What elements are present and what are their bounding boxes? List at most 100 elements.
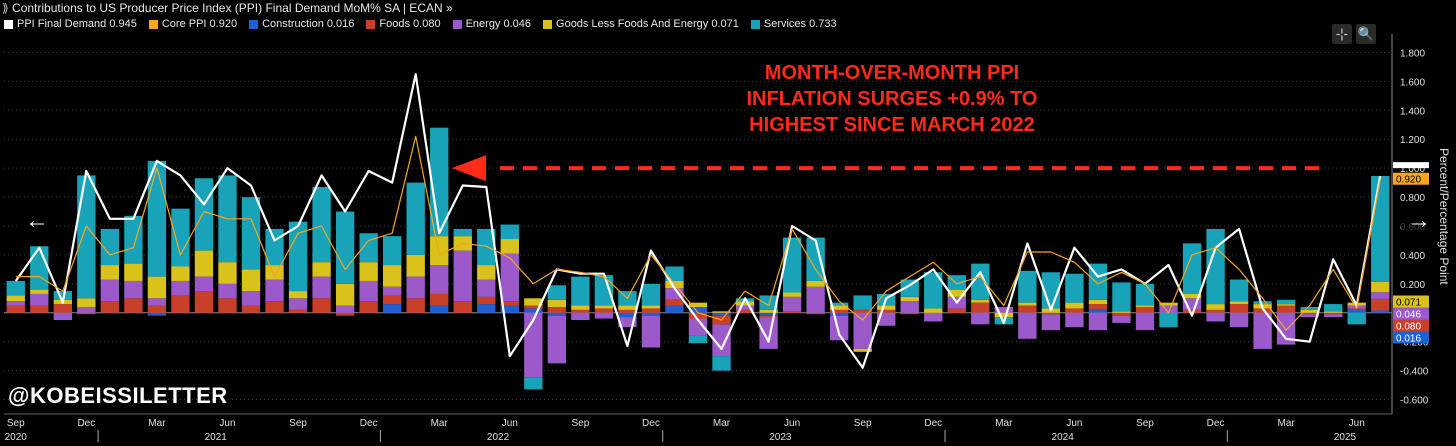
bar-segment <box>1182 298 1202 310</box>
y-tick-label: 0.400 <box>1400 251 1425 262</box>
legend-swatch <box>366 20 376 29</box>
legend-swatch <box>249 20 259 29</box>
bar-segment <box>6 280 25 296</box>
bar-segment <box>241 305 261 313</box>
y-axis-label: Percent/Percentage Point <box>1437 148 1451 285</box>
bar-segment <box>30 305 49 313</box>
bar-segment <box>712 312 731 316</box>
bar-segment <box>971 312 990 325</box>
bar-segment <box>524 308 543 313</box>
bar-segment <box>994 312 1014 318</box>
bar-segment <box>500 305 519 313</box>
legend-label: Goods Less Foods And Energy 0.071 <box>556 18 739 30</box>
legend-item[interactable]: Goods Less Foods And Energy 0.071 <box>543 17 739 32</box>
next-arrow-icon[interactable]: → <box>1400 203 1438 241</box>
x-tick-label: Jun <box>1066 418 1082 429</box>
bar-segment <box>194 276 214 292</box>
legend-swatch <box>4 20 13 29</box>
bar-segment <box>547 312 567 316</box>
bar-segment <box>382 286 402 296</box>
bar-segment <box>1206 312 1225 322</box>
x-year-label: 2020 <box>5 432 28 443</box>
bar-segment <box>971 299 990 303</box>
bar-segment <box>1276 299 1296 305</box>
legend-label: Construction 0.016 <box>262 18 355 30</box>
bar-segment <box>1206 309 1225 313</box>
bar-segment <box>1300 309 1319 313</box>
bar-segment <box>77 312 96 315</box>
x-tick-label: Dec <box>1207 418 1225 429</box>
bar-segment <box>6 305 25 313</box>
zoom-icon[interactable]: 🔍 <box>1356 24 1376 44</box>
bar-segment <box>1135 312 1155 331</box>
bar-segment <box>1371 281 1390 293</box>
bar-segment <box>1371 175 1390 282</box>
bar-segment <box>312 276 331 299</box>
bar-segment <box>524 298 543 306</box>
bar-segment <box>430 236 449 266</box>
bar-segment <box>1276 304 1296 306</box>
bar-segment <box>971 302 990 313</box>
bar-segment <box>147 312 167 316</box>
bar-segment <box>829 309 849 313</box>
crosshair-icon[interactable]: -¦- <box>1332 24 1352 44</box>
bar-segment <box>665 305 684 313</box>
y-tick-label: -0.400 <box>1400 367 1429 378</box>
bar-segment <box>1206 304 1225 310</box>
annotation-line-3: HIGHEST SINCE MARCH 2022 <box>749 114 1035 136</box>
bar-segment <box>1088 309 1108 313</box>
legend-item[interactable]: PPI Final Demand 0.945 <box>4 17 137 32</box>
bar-segment <box>547 306 567 313</box>
bar-segment <box>1229 312 1249 328</box>
bar-segment <box>1206 228 1225 305</box>
bar-segment <box>806 237 825 281</box>
bar-segment <box>406 254 425 277</box>
bar-segment <box>1253 308 1272 313</box>
chart-title: Contributions to US Producer Price Index… <box>12 1 453 15</box>
bar-segment <box>382 295 402 305</box>
bar-segment <box>1253 301 1272 305</box>
bar-segment <box>77 298 96 307</box>
bar-segment <box>924 312 943 322</box>
bar-segment <box>853 309 872 313</box>
bar-segment <box>335 305 355 313</box>
bar-segment <box>641 305 661 309</box>
previous-arrow-icon[interactable]: ← <box>18 203 56 241</box>
bar-segment <box>1347 312 1366 325</box>
bar-segment <box>688 335 708 344</box>
bar-segment <box>1347 308 1366 310</box>
bar-segment <box>641 308 661 313</box>
bar-segment <box>241 269 261 292</box>
bar-segment <box>430 305 449 313</box>
bar-segment <box>147 305 167 313</box>
legend-item[interactable]: Construction 0.016 <box>249 17 354 32</box>
bar-segment <box>688 302 708 307</box>
legend-item[interactable]: Core PPI 0.920 <box>148 17 237 32</box>
bar-segment <box>853 295 872 310</box>
bar-segment <box>312 298 331 313</box>
legend-item[interactable]: Services 0.733 <box>750 17 837 32</box>
bar-segment <box>641 315 661 348</box>
chart-toolbar: -¦- 🔍 <box>1332 24 1376 44</box>
bar-segment <box>1182 243 1202 294</box>
right-value-label: 0.016 <box>1396 334 1421 345</box>
bar-segment <box>1276 305 1296 313</box>
bar-segment <box>1253 312 1272 349</box>
bar-segment <box>1347 309 1366 313</box>
right-value-label: 0.071 <box>1396 298 1421 309</box>
bar-segment <box>477 279 496 297</box>
bar-segment <box>735 305 755 310</box>
bar-segment <box>194 250 214 277</box>
x-tick-label: Dec <box>360 418 378 429</box>
bar-segment <box>477 228 496 266</box>
bar-segment <box>947 308 966 313</box>
bar-segment <box>547 285 567 300</box>
bar-segment <box>712 311 731 313</box>
bar-segment <box>1135 283 1155 306</box>
function-menu-icon[interactable]: ⟫ <box>2 1 9 15</box>
annotation: MONTH-OVER-MONTH PPI INFLATION SURGES +0… <box>712 60 1072 138</box>
annotation-line-2: INFLATION SURGES +0.9% TO <box>746 88 1038 110</box>
legend-item[interactable]: Foods 0.080 <box>366 17 441 32</box>
legend-item[interactable]: Energy 0.046 <box>452 17 531 32</box>
x-tick-label: Mar <box>431 418 449 429</box>
